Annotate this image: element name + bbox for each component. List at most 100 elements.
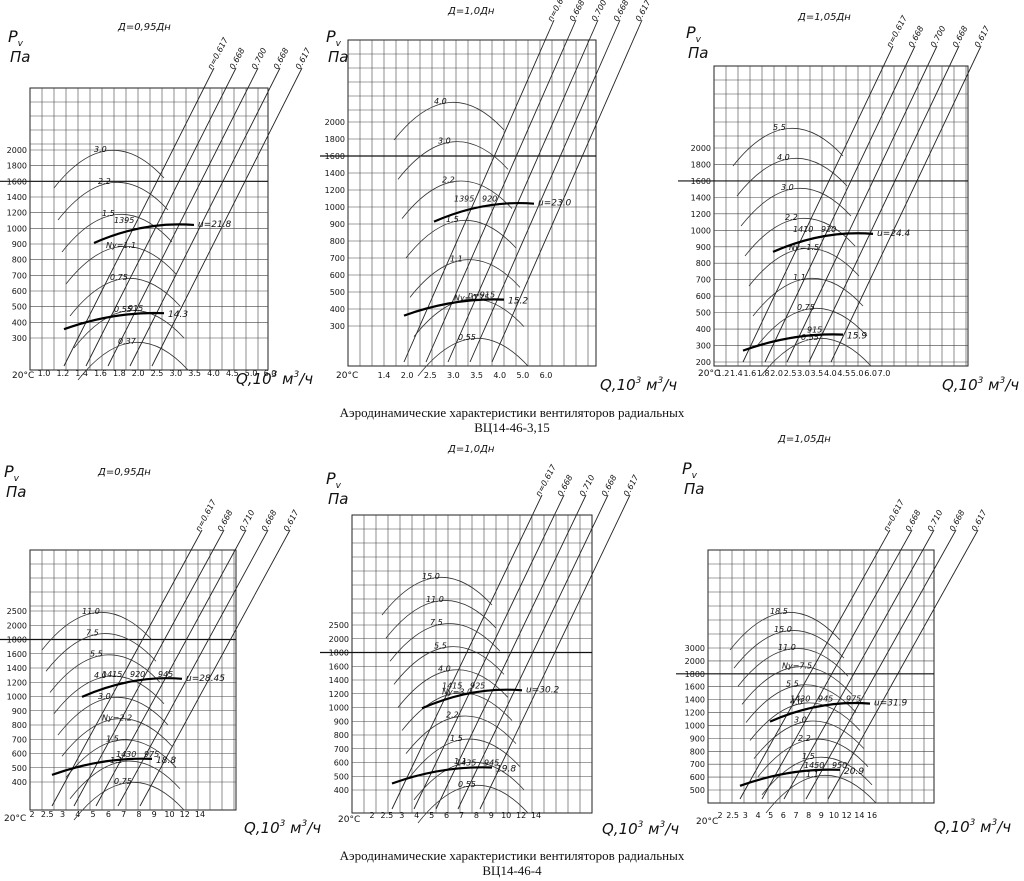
power-curve	[73, 781, 185, 821]
efficiency-line	[413, 494, 565, 810]
y-axis-symbol: P	[326, 27, 336, 46]
y-tick-label: 700	[12, 271, 27, 280]
power-label: 1.1	[450, 254, 463, 263]
power-label: 15.0	[422, 572, 440, 581]
x-tick-label: 3.0	[169, 369, 182, 378]
chart-panel-bottom-left: 2500 2000 1800 1600 1400 1200 1000 900 800 700 600…	[0, 455, 330, 845]
y-axis-subscript: v	[696, 35, 702, 45]
efficiency-line	[805, 529, 957, 800]
power-curve	[413, 761, 525, 801]
x-tick-label: 9	[489, 811, 494, 820]
operating-curve-low	[51, 757, 153, 776]
power-label: 18.5	[770, 607, 788, 616]
chart-svg-top-right: 2000180016001400120010009008007006005004…	[678, 12, 1019, 394]
operating-curve-low	[739, 768, 841, 787]
efficiency-label: 0.617	[622, 473, 641, 498]
x-tick-label: 5.0	[245, 369, 258, 378]
x-tick-label: 2.5	[424, 371, 437, 380]
y-axis-unit: Па	[688, 44, 708, 62]
y-tick-label: 800	[330, 237, 345, 246]
power-curve	[740, 187, 852, 227]
x-tick-label: 3.5	[811, 369, 824, 378]
y-tick-label: 800	[690, 747, 705, 756]
chart-title: Д=0,95Дн	[117, 22, 171, 33]
y-tick-label: 1000	[691, 226, 711, 235]
y-tick-label: 600	[334, 759, 349, 768]
x-axis-label-part: 3	[638, 820, 644, 830]
power-label: 3.0	[794, 716, 807, 725]
x-tick-label: 4.0	[824, 369, 837, 378]
x-tick-label: 6.0	[264, 369, 277, 378]
y-axis-symbol: P	[682, 459, 692, 478]
y-tick-label: 900	[12, 707, 27, 716]
x-axis-label-part: Q,10	[602, 820, 638, 838]
power-label: 0.75	[797, 303, 815, 312]
speed-label: 1435	[456, 759, 476, 768]
power-curve	[732, 127, 844, 167]
speed-label: 945	[158, 670, 173, 679]
power-curve	[77, 341, 189, 381]
power-label: 4.0	[434, 97, 447, 106]
power-label: 1.1	[806, 770, 819, 779]
power-curve	[57, 696, 169, 736]
power-label: 15.0	[774, 625, 792, 634]
x-tick-label: 5.0	[516, 371, 529, 380]
y-tick-label: 700	[334, 745, 349, 754]
power-curve	[765, 774, 877, 814]
x-axis-label-part: 3	[1000, 376, 1006, 386]
x-tick-label: 1.2	[56, 369, 69, 378]
efficiency-line	[73, 529, 225, 807]
power-label: 4.0	[438, 664, 451, 673]
y-tick-label: 500	[12, 303, 27, 312]
power-curve	[385, 600, 497, 639]
operating-curve-low	[63, 311, 165, 331]
y-axis-unit: Па	[6, 483, 26, 501]
y-axis-label: Pv	[682, 459, 698, 481]
chart-svg-top-middle: 2000180016001400120010009008007006005004…	[320, 0, 677, 394]
y-tick-label: 200	[696, 358, 711, 367]
power-curve	[417, 784, 529, 824]
x-tick-label: 6.0	[864, 369, 877, 378]
tip-speed-label: 15.9	[847, 332, 867, 342]
x-axis-label-part: 3	[992, 818, 998, 828]
x-axis-label: Q,103 м3/ч	[236, 370, 313, 388]
efficiency-label: 0.668	[600, 473, 619, 497]
y-axis-label: Pv	[326, 469, 342, 491]
x-tick-label: 10	[829, 811, 839, 820]
efficiency-line	[51, 529, 203, 807]
y-tick-label: 600	[12, 287, 27, 296]
speed-label: 1410	[793, 225, 813, 234]
power-label: Ny=3.0	[442, 688, 472, 697]
x-axis-label-part: 3	[272, 370, 278, 380]
power-label: 0.55	[458, 780, 476, 789]
efficiency-label: n=0.617	[882, 497, 907, 533]
speed-label: 915	[128, 304, 143, 313]
y-tick-label: 500	[690, 786, 705, 795]
efficiency-label: n=0.617	[534, 462, 559, 498]
power-curve	[761, 756, 873, 796]
power-curve	[409, 738, 521, 778]
grid-frame	[707, 549, 935, 804]
x-tick-label: 3	[60, 810, 65, 819]
power-label: 2.2	[798, 734, 811, 743]
x-tick-label: 6	[106, 810, 111, 819]
efficiency-label: n=0.617	[194, 497, 219, 533]
y-tick-label: 1200	[7, 209, 27, 218]
temperature-label: 20°С	[698, 369, 720, 379]
y-tick-label: 2000	[7, 621, 27, 630]
x-tick-label: 4.5	[837, 369, 850, 378]
tip-speed-label: 19.8	[496, 765, 516, 775]
efficiency-line	[764, 45, 916, 363]
efficiency-line	[129, 67, 281, 367]
efficiency-label: 0.668	[951, 24, 970, 48]
efficiency-line	[447, 19, 599, 363]
efficiency-label: 0.668	[272, 46, 291, 70]
efficiency-line	[469, 19, 621, 363]
x-axis-label-part: Q,10	[934, 818, 970, 836]
chart-panel-bottom-middle: 2500 2000 1800 1600 1400 1200 1000 900 800 700 600…	[320, 440, 690, 840]
y-tick-label: 1200	[325, 186, 345, 195]
efficiency-line	[830, 45, 982, 363]
efficiency-label: 0.710	[238, 508, 257, 532]
x-tick-label: 2.5	[41, 810, 54, 819]
efficiency-label: 0.710	[926, 508, 945, 532]
